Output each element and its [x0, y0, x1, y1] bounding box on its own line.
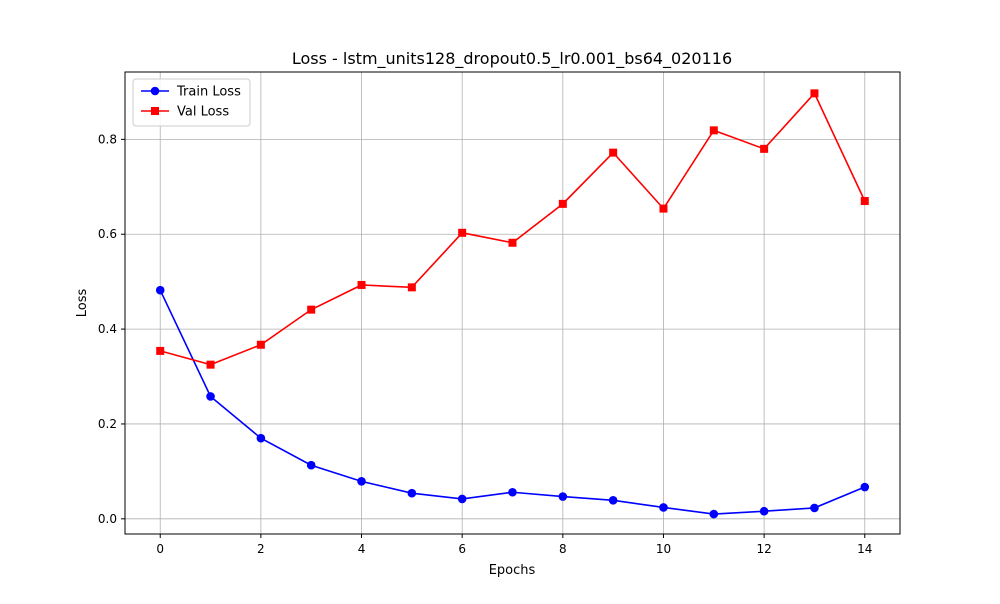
plot-area-frame — [124, 71, 901, 535]
x-tick-label: 2 — [257, 542, 265, 556]
val-loss-point — [860, 197, 869, 206]
x-tick-label: 12 — [756, 542, 771, 556]
train-loss-point — [155, 285, 165, 295]
val-loss-point — [206, 360, 215, 369]
train-loss-point — [860, 482, 870, 492]
val-loss-point — [709, 126, 718, 135]
val-loss-point — [357, 280, 366, 289]
train-loss-point — [407, 488, 417, 498]
y-tick-label: 0.2 — [98, 417, 117, 431]
train-loss-point — [709, 509, 719, 519]
grid-lines — [125, 72, 900, 534]
train-loss-point — [357, 477, 366, 486]
train-loss-point — [810, 503, 819, 513]
x-tick-label: 0 — [156, 542, 164, 556]
val-loss-point — [508, 238, 517, 247]
val-loss-point — [810, 89, 819, 98]
y-tick-label: 0.6 — [98, 227, 117, 241]
val-loss-point — [760, 144, 769, 153]
x-tick-label: 8 — [559, 542, 567, 556]
y-axis-label: Loss — [75, 289, 90, 318]
train-loss-point — [759, 506, 769, 516]
x-tick-label: 14 — [857, 542, 872, 556]
val-loss-point — [256, 340, 265, 349]
val-loss-point — [156, 346, 165, 355]
train-loss-point — [508, 487, 517, 497]
train-loss-point — [306, 460, 316, 470]
train-loss-point — [558, 492, 568, 501]
y-tick-label: 0.8 — [98, 132, 117, 146]
legend: Train Loss Val Loss — [132, 78, 251, 127]
x-tick-label: 6 — [458, 542, 466, 556]
train-loss-point — [206, 392, 215, 401]
x-tick-label: 4 — [358, 542, 366, 556]
y-tick-label: 0.4 — [98, 322, 117, 336]
val-loss-point — [558, 199, 567, 208]
x-tick-label: 10 — [656, 542, 671, 556]
val-loss-point — [609, 148, 618, 157]
legend-val-loss-label: Val Loss — [177, 105, 229, 120]
train-loss-point — [608, 496, 618, 505]
val-loss-point — [407, 283, 416, 292]
series-layer — [155, 89, 870, 519]
x-axis-label: Epochs — [489, 563, 536, 578]
val-loss-point — [659, 204, 668, 213]
legend-val-loss-marker — [151, 107, 159, 115]
val-loss-point — [458, 228, 467, 237]
val-loss-point — [307, 305, 316, 314]
train-loss-point — [256, 433, 266, 443]
y-tick-label: 0.0 — [98, 512, 117, 526]
axis-ticks: 0 2 4 6 8 10 12 14 0.0 0.2 0.4 0.6 0.8 — [98, 132, 873, 556]
train-loss-point — [457, 494, 467, 504]
chart-title: Loss - lstm_units128_dropout0.5_lr0.001_… — [292, 49, 732, 69]
train-loss-point — [659, 503, 668, 512]
legend-train-loss-marker — [150, 86, 160, 96]
legend-train-loss-label: Train Loss — [176, 85, 241, 100]
